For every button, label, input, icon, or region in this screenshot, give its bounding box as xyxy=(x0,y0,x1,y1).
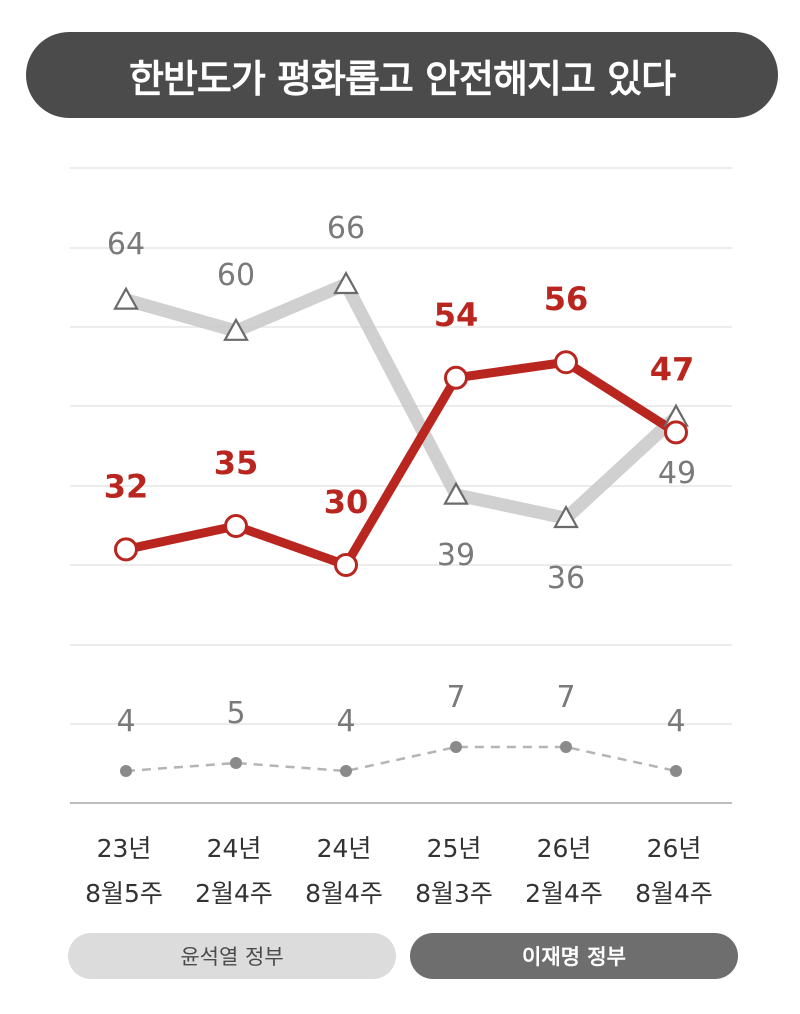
data-label-lee: 47 xyxy=(650,350,695,388)
data-label-lee: 32 xyxy=(104,467,149,505)
x-tick-label-year: 24년 xyxy=(317,834,372,863)
point-yoon xyxy=(223,317,249,341)
x-tick-label-week: 8월4주 xyxy=(635,879,713,908)
point-dunno xyxy=(450,741,462,753)
point-dunno xyxy=(230,757,242,769)
data-label-yoon: 49 xyxy=(658,456,696,491)
legend-lee-label: 이재명 정부 xyxy=(522,945,626,969)
series-line-lee xyxy=(121,357,681,570)
x-tick-label-year: 26년 xyxy=(647,834,702,863)
x-tick-label-year: 24년 xyxy=(207,834,262,863)
chart-title: 한반도가 평화롭고 안전해지고 있다 xyxy=(128,56,676,101)
data-label-lee: 56 xyxy=(544,280,589,318)
series-line-dunno xyxy=(125,745,677,773)
chart-title-bar: 한반도가 평화롭고 안전해지고 있다 xyxy=(26,32,778,118)
point-lee xyxy=(114,537,138,562)
data-label-lee: 30 xyxy=(324,483,369,521)
point-dunno xyxy=(670,765,682,777)
point-yoon xyxy=(443,481,469,505)
data-label-dunno: 5 xyxy=(226,696,245,731)
data-label-yoon: 66 xyxy=(327,211,365,246)
legend-yoon-label: 윤석열 정부 xyxy=(180,945,284,969)
data-label-dunno: 7 xyxy=(556,680,575,715)
point-lee xyxy=(444,365,468,390)
point-yoon xyxy=(553,504,579,529)
x-tick-label-week: 8월3주 xyxy=(415,879,493,908)
point-lee xyxy=(224,514,248,538)
data-label-dunno: 4 xyxy=(336,704,355,739)
point-dunno xyxy=(340,765,352,777)
x-tick-label-year: 23년 xyxy=(97,834,152,863)
point-yoon xyxy=(113,286,139,310)
x-tick-label-week: 8월4주 xyxy=(305,879,383,908)
x-tick-label-year: 26년 xyxy=(537,834,592,863)
point-lee xyxy=(554,350,578,375)
data-label-yoon: 60 xyxy=(217,258,255,293)
legend-lee: 이재명 정부 xyxy=(410,933,738,979)
point-yoon xyxy=(333,270,359,295)
x-tick-label-week: 8월5주 xyxy=(85,879,163,908)
data-label-lee: 54 xyxy=(434,296,479,334)
point-lee xyxy=(664,420,688,445)
data-label-yoon: 36 xyxy=(547,561,585,596)
x-tick-label-year: 25년 xyxy=(427,834,482,863)
data-label-dunno: 4 xyxy=(116,704,135,739)
data-label-dunno: 7 xyxy=(446,680,465,715)
data-label-dunno: 4 xyxy=(666,704,685,739)
series-line-yoon xyxy=(119,277,683,525)
data-label-lee: 35 xyxy=(214,444,259,482)
point-dunno xyxy=(120,765,132,777)
data-label-yoon: 64 xyxy=(107,227,145,262)
point-dunno xyxy=(560,741,572,753)
x-tick-label-week: 2월4주 xyxy=(525,879,603,908)
legend-yoon: 윤석열 정부 xyxy=(68,933,396,979)
x-tick-label-week: 2월4주 xyxy=(195,879,273,908)
data-label-yoon: 39 xyxy=(437,538,475,573)
point-lee xyxy=(334,553,358,577)
